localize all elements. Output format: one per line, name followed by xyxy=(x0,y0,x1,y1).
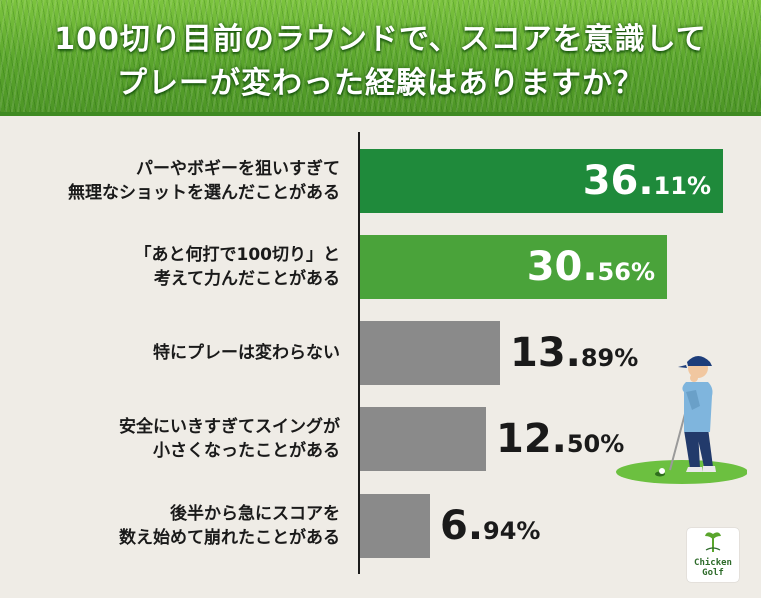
value-label-decimal: 94% xyxy=(483,517,541,545)
category-label-3: 特にプレーは変わらない xyxy=(10,341,340,365)
value-label-integer: 30. xyxy=(526,244,598,290)
value-label-integer: 12. xyxy=(496,416,567,462)
category-label-2: 「あと何打で100切り」と考えて力んだことがある xyxy=(10,243,341,291)
bar-5 xyxy=(360,494,430,558)
value-label-decimal: 89% xyxy=(580,344,639,372)
category-label-line: パーやボギーを狙いすぎて xyxy=(136,159,340,179)
category-label-line: 考えて力んだことがある xyxy=(153,269,340,289)
category-axis-line xyxy=(358,132,360,574)
bar-4 xyxy=(360,407,486,471)
bar-1 xyxy=(360,149,723,213)
logo-text-line-1: Chicken xyxy=(694,558,732,568)
value-label-decimal: 56% xyxy=(597,258,655,286)
value-label-1: 36.11% xyxy=(360,149,711,213)
category-label-line: 無理なショットを選んだことがある xyxy=(68,183,340,203)
category-label-line: 特にプレーは変わらない xyxy=(153,343,340,363)
category-label-line: 「あと何打で100切り」と xyxy=(134,245,341,265)
chart-title-line-1: 100切り目前のラウンドで、スコアを意識して xyxy=(54,22,707,57)
value-label-decimal: 11% xyxy=(653,172,711,200)
chicken-golf-logo: Chicken Golf xyxy=(687,528,739,582)
value-label-2: 30.56% xyxy=(360,235,655,299)
header-banner: 100切り目前のラウンドで、スコアを意識して プレーが変わった経験はありますか？ xyxy=(0,0,761,112)
category-label-5: 後半から急にスコアを数え始めて崩れたことがある xyxy=(10,502,340,550)
category-label-1: パーやボギーを狙いすぎて無理なショットを選んだことがある xyxy=(10,157,340,205)
chart-title-line-2: プレーが変わった経験はありますか？ xyxy=(117,66,644,101)
bar-3 xyxy=(360,321,500,385)
value-label-3: 13.89% xyxy=(510,321,638,385)
value-label-integer: 13. xyxy=(510,330,581,376)
value-label-4: 12.50% xyxy=(496,407,624,471)
category-label-line: 小さくなったことがある xyxy=(153,441,340,461)
value-label-decimal: 50% xyxy=(566,430,625,458)
value-label-integer: 6. xyxy=(440,503,484,549)
chick-icon xyxy=(705,532,721,552)
header-divider xyxy=(0,112,761,116)
value-label-5: 6.94% xyxy=(440,494,540,558)
category-label-line: 安全にいきすぎてスイングが xyxy=(119,417,340,437)
category-label-line: 後半から急にスコアを xyxy=(170,504,340,524)
category-label-4: 安全にいきすぎてスイングが小さくなったことがある xyxy=(10,415,340,463)
category-label-line: 数え始めて崩れたことがある xyxy=(119,528,340,548)
golfer-illustration xyxy=(616,356,747,484)
logo-text-line-2: Golf xyxy=(702,568,724,578)
value-label-integer: 36. xyxy=(582,158,654,204)
bar-2 xyxy=(360,235,667,299)
